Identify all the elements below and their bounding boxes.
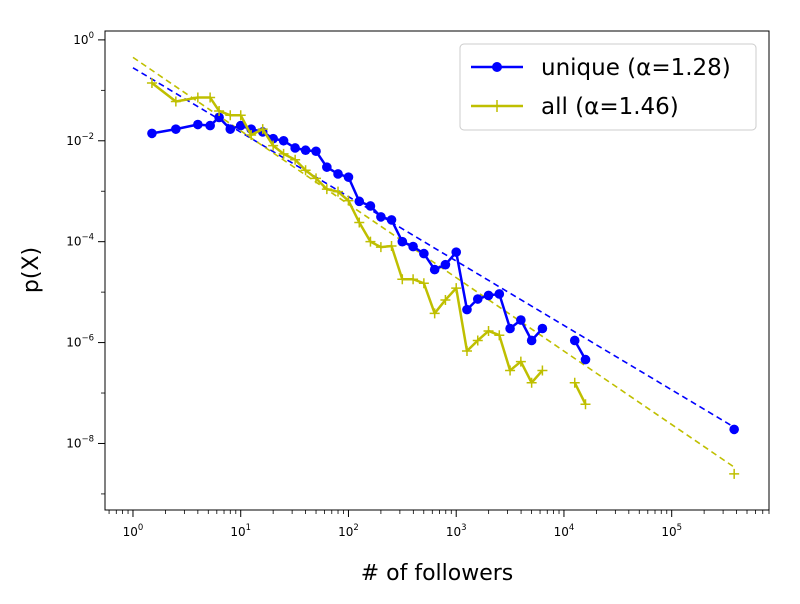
data-point — [526, 335, 537, 346]
data-point — [205, 92, 216, 103]
data-point — [376, 212, 386, 222]
data-point — [311, 173, 322, 184]
data-point — [170, 96, 181, 107]
data-point — [505, 365, 516, 376]
data-point — [290, 143, 300, 153]
data-point — [472, 335, 483, 346]
data-point — [537, 365, 548, 376]
x-axis-label: # of followers — [361, 561, 514, 586]
data-point — [365, 236, 376, 247]
legend: unique (α=1.28) all (α=1.46) — [459, 43, 757, 131]
data-point — [246, 130, 257, 141]
data-point — [322, 162, 332, 172]
data-point — [494, 289, 505, 299]
x-tick-label: 103 — [446, 523, 467, 539]
data-point — [537, 323, 548, 334]
y-tick-label: 100 — [73, 31, 94, 47]
data-point — [278, 148, 289, 159]
data-point — [451, 283, 462, 294]
data-point — [257, 124, 268, 135]
data-point — [386, 215, 397, 225]
legend-marker-unique — [492, 62, 502, 72]
data-point — [429, 264, 440, 275]
data-point — [321, 184, 332, 195]
data-point — [494, 330, 505, 341]
data-point — [440, 294, 451, 305]
data-point — [419, 248, 429, 259]
data-point — [516, 315, 526, 325]
x-tick-label: 100 — [123, 523, 144, 539]
data-point — [580, 354, 591, 365]
x-tick-label: 105 — [661, 523, 682, 539]
data-point — [214, 105, 225, 116]
data-point — [569, 335, 580, 346]
data-point — [192, 92, 203, 103]
y-tick-label: 10−6 — [66, 334, 94, 350]
data-point — [462, 304, 472, 315]
data-point — [580, 399, 591, 410]
data-point — [408, 274, 419, 285]
data-point — [483, 290, 494, 301]
data-point — [300, 165, 311, 176]
data-point — [505, 323, 515, 334]
data-point — [569, 377, 580, 388]
data-point — [343, 195, 354, 206]
x-tick-label: 101 — [230, 523, 251, 539]
data-point — [225, 124, 236, 134]
data-point — [515, 356, 526, 367]
data-point — [429, 308, 440, 319]
data-point — [354, 196, 365, 207]
data-point — [214, 112, 224, 123]
data-point — [193, 119, 203, 130]
data-point — [205, 120, 215, 131]
legend-label-unique: unique (α=1.28) — [541, 55, 731, 81]
data-point — [290, 154, 301, 165]
data-point — [472, 294, 483, 304]
fit-line — [132, 67, 735, 428]
data-point — [483, 325, 494, 336]
data-point — [408, 241, 418, 252]
data-point — [365, 201, 376, 211]
y-tick-label: 10−2 — [66, 132, 94, 148]
x-tick-label: 104 — [554, 523, 575, 539]
data-point — [225, 110, 236, 121]
data-point — [375, 242, 386, 253]
data-point — [397, 236, 408, 247]
data-point — [354, 217, 365, 228]
data-point — [171, 124, 181, 134]
y-axis-label: p(X) — [19, 247, 44, 293]
data-point — [300, 145, 311, 156]
data-point — [235, 110, 246, 121]
axes-layer: 100 101 102 103 104 105 100 10−2 10−4 10−6 10−8 — [66, 31, 770, 539]
data-point — [278, 135, 289, 146]
data-point — [461, 346, 472, 357]
data-point — [268, 140, 279, 151]
legend-box — [459, 43, 757, 131]
data-point — [147, 128, 157, 139]
legend-marker-all — [491, 100, 503, 112]
data-point — [526, 377, 537, 388]
data-point — [333, 186, 344, 197]
series-line — [573, 382, 587, 405]
legend-label-all: all (α=1.46) — [541, 94, 679, 120]
data-point — [333, 169, 343, 179]
x-tick-label: 102 — [338, 523, 359, 539]
outlier-point — [729, 424, 739, 435]
data-point — [343, 172, 354, 182]
outlier-point — [729, 468, 740, 479]
y-tick-label: 10−4 — [66, 233, 94, 249]
series-layer — [146, 77, 740, 479]
data-point — [235, 120, 246, 131]
y-tick-label: 10−8 — [66, 434, 94, 450]
data-point — [146, 77, 157, 88]
data-point — [311, 146, 321, 157]
data-point — [397, 274, 408, 285]
data-point — [386, 241, 397, 252]
data-point — [440, 259, 451, 270]
data-point — [418, 278, 429, 289]
data-point — [451, 247, 462, 257]
